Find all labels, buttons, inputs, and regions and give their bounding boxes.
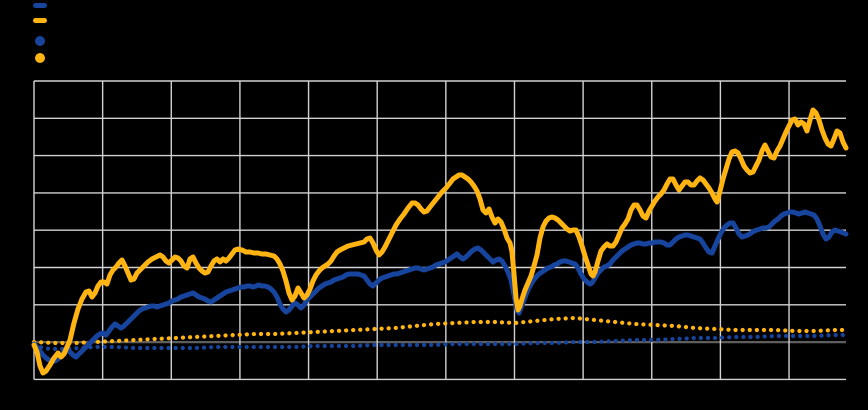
legend-item-4-dot[interactable] — [35, 53, 45, 63]
series-dotted-yellow-line[interactable] — [31, 315, 849, 346]
legend-item-3-dot[interactable] — [35, 36, 45, 46]
chart-legend — [0, 0, 220, 70]
legend-dash-marker-icon — [33, 3, 47, 8]
legend-item-1-dash[interactable] — [33, 3, 47, 8]
series-dotted-blue-line[interactable] — [31, 332, 849, 352]
legend-dash-marker-icon — [33, 18, 47, 23]
legend-dot-marker-icon — [35, 36, 45, 46]
series-solid-blue-line[interactable] — [31, 209, 849, 364]
series-solid-yellow-line[interactable] — [31, 107, 849, 376]
legend-item-2-dash[interactable] — [33, 18, 47, 23]
legend-dot-marker-icon — [35, 53, 45, 63]
